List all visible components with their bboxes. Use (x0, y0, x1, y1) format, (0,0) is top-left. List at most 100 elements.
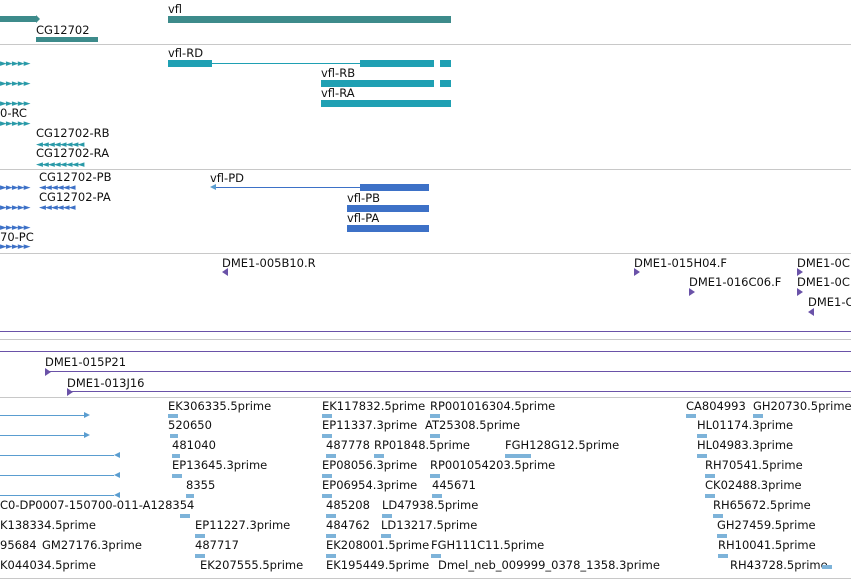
bac-clone-label-015p21[interactable]: DME1-015P21 (45, 355, 127, 369)
est-label[interactable]: K044034.5prime (0, 558, 96, 572)
est-label[interactable]: K138334.5prime (0, 518, 96, 532)
est-label[interactable]: FGH111C11.5prime (431, 538, 545, 552)
est-label[interactable]: C0-DP0007-150700-011-A128354 (0, 498, 195, 512)
est-label[interactable]: RP001016304.5prime (430, 399, 556, 413)
est-label[interactable]: AT25308.5prime (425, 418, 521, 432)
est-label[interactable]: EP11337.3prime (322, 418, 418, 432)
est-feature[interactable] (431, 554, 441, 558)
est-feature[interactable] (172, 454, 180, 458)
est-label[interactable]: EP11227.3prime (195, 518, 291, 532)
bac-end-marker-015h04[interactable] (634, 268, 640, 276)
est-feature[interactable] (705, 474, 715, 478)
est-label[interactable]: 95684 (0, 538, 37, 552)
est-label[interactable]: EP08056.3prime (322, 458, 418, 472)
gene-label-vfl[interactable]: vfl (168, 2, 183, 16)
est-label[interactable]: FGH128G12.5prime (505, 438, 620, 452)
est-feature[interactable] (168, 414, 178, 418)
est-label[interactable]: GM27176.3prime (42, 538, 142, 552)
bac-clone-015p21[interactable] (45, 371, 851, 372)
bac-end-marker-00b[interactable] (797, 288, 803, 296)
transcript-label-rc[interactable]: 0-RC (0, 106, 27, 120)
est-label[interactable]: HL01174.3prime (697, 418, 794, 432)
bac-end-label-00a[interactable]: DME1-0C (797, 256, 850, 270)
transcript-label-cg12702-rb[interactable]: CG12702-RB (36, 126, 110, 140)
gene-label-cg12702[interactable]: CG12702 (36, 23, 90, 37)
est-alignment-line[interactable] (0, 435, 84, 436)
bac-end-label-015h04[interactable]: DME1-015H04.F (634, 256, 728, 270)
est-label[interactable]: EP13645.3prime (172, 458, 268, 472)
est-label[interactable]: LD47938.5prime (382, 498, 479, 512)
est-label[interactable]: 520650 (168, 418, 212, 432)
est-alignment-line[interactable] (0, 495, 114, 496)
est-feature[interactable] (326, 514, 336, 518)
transcript-label-cg12702-ra[interactable]: CG12702-RA (36, 146, 110, 160)
est-feature[interactable] (172, 474, 182, 478)
est-label[interactable]: RH70541.5prime (705, 458, 803, 472)
exon-vfl-pd[interactable] (360, 184, 429, 191)
est-label[interactable]: CA804993 (686, 399, 746, 413)
est-feature[interactable] (713, 514, 723, 518)
est-label[interactable]: 445671 (432, 478, 476, 492)
protein-label-vfl-pb[interactable]: vfl-PB (347, 191, 381, 205)
exon-vfl-pa[interactable] (347, 225, 429, 232)
exon-vfl-rb[interactable] (321, 80, 434, 87)
est-feature[interactable] (432, 494, 442, 498)
est-label[interactable]: EP06954.3prime (322, 478, 418, 492)
est-feature[interactable] (505, 454, 531, 458)
bac-end-label-0c[interactable]: DME1-C (808, 295, 851, 309)
est-alignment-line[interactable] (0, 475, 114, 476)
est-feature[interactable] (326, 554, 336, 558)
exon-vfl-ra[interactable] (321, 100, 451, 107)
est-label[interactable]: Dmel_neb_009999_0378_1358.3prime (438, 558, 660, 572)
est-feature[interactable] (705, 494, 715, 498)
exon-vfl-pb[interactable] (347, 205, 429, 212)
est-label[interactable]: 484762 (326, 518, 370, 532)
est-feature[interactable] (717, 534, 727, 538)
est-label[interactable]: RH65672.5prime (713, 498, 811, 512)
exon-vfl-rd-2[interactable] (360, 60, 434, 67)
protein-label-vfl-pa[interactable]: vfl-PA (347, 211, 380, 225)
transcript-label-vfl-rd[interactable]: vfl-RD (168, 46, 204, 60)
est-feature[interactable] (430, 474, 440, 478)
est-alignment-line[interactable] (0, 455, 114, 456)
gene-bar-cg12702-upper[interactable] (0, 16, 36, 22)
bac-line[interactable] (0, 331, 851, 332)
est-feature[interactable] (186, 494, 194, 498)
est-label[interactable]: EK306335.5prime (168, 399, 272, 413)
est-label[interactable]: LD13217.5prime (381, 518, 478, 532)
est-feature[interactable] (195, 534, 205, 538)
est-label[interactable]: 485208 (326, 498, 370, 512)
est-feature[interactable] (718, 554, 728, 558)
est-label[interactable]: 487717 (195, 538, 239, 552)
est-label[interactable]: EK208001.5prime (326, 538, 430, 552)
protein-label-vfl-pd[interactable]: vfl-PD (210, 171, 244, 185)
exon-vfl-rb-2[interactable] (440, 80, 451, 87)
est-label[interactable]: 487778 (326, 438, 370, 452)
est-label[interactable]: GH27459.5prime (717, 518, 816, 532)
est-label[interactable]: CK02488.3prime (705, 478, 802, 492)
est-feature[interactable] (322, 414, 332, 418)
est-label[interactable]: EK195449.5prime (326, 558, 430, 572)
est-feature[interactable] (322, 434, 332, 438)
est-label[interactable]: EK207555.5prime (200, 558, 304, 572)
est-label[interactable]: GH20730.5prime (753, 399, 851, 413)
est-feature[interactable] (326, 534, 336, 538)
exon-vfl-rd-3[interactable] (440, 60, 451, 67)
est-label[interactable]: RP01848.5prime (374, 438, 470, 452)
est-feature[interactable] (195, 554, 205, 558)
est-feature[interactable] (170, 434, 178, 438)
est-feature[interactable] (753, 414, 763, 418)
est-label[interactable]: RH10041.5prime (718, 538, 816, 552)
est-label[interactable]: EK117832.5prime (322, 399, 426, 413)
est-feature[interactable] (382, 514, 392, 518)
est-feature[interactable] (822, 565, 832, 569)
protein-label-cg12702-pb[interactable]: CG12702-PB (39, 170, 112, 184)
bac-end-label-016c06[interactable]: DME1-016C06.F (689, 275, 782, 289)
est-label[interactable]: RH43728.5prime (730, 558, 828, 572)
protein-label-pc[interactable]: 70-PC (0, 230, 34, 244)
est-feature[interactable] (374, 454, 384, 458)
est-label[interactable]: RP001054203.5prime (430, 458, 556, 472)
est-label[interactable]: 8355 (186, 478, 216, 492)
est-label[interactable]: 481040 (172, 438, 216, 452)
est-feature[interactable] (381, 534, 391, 538)
